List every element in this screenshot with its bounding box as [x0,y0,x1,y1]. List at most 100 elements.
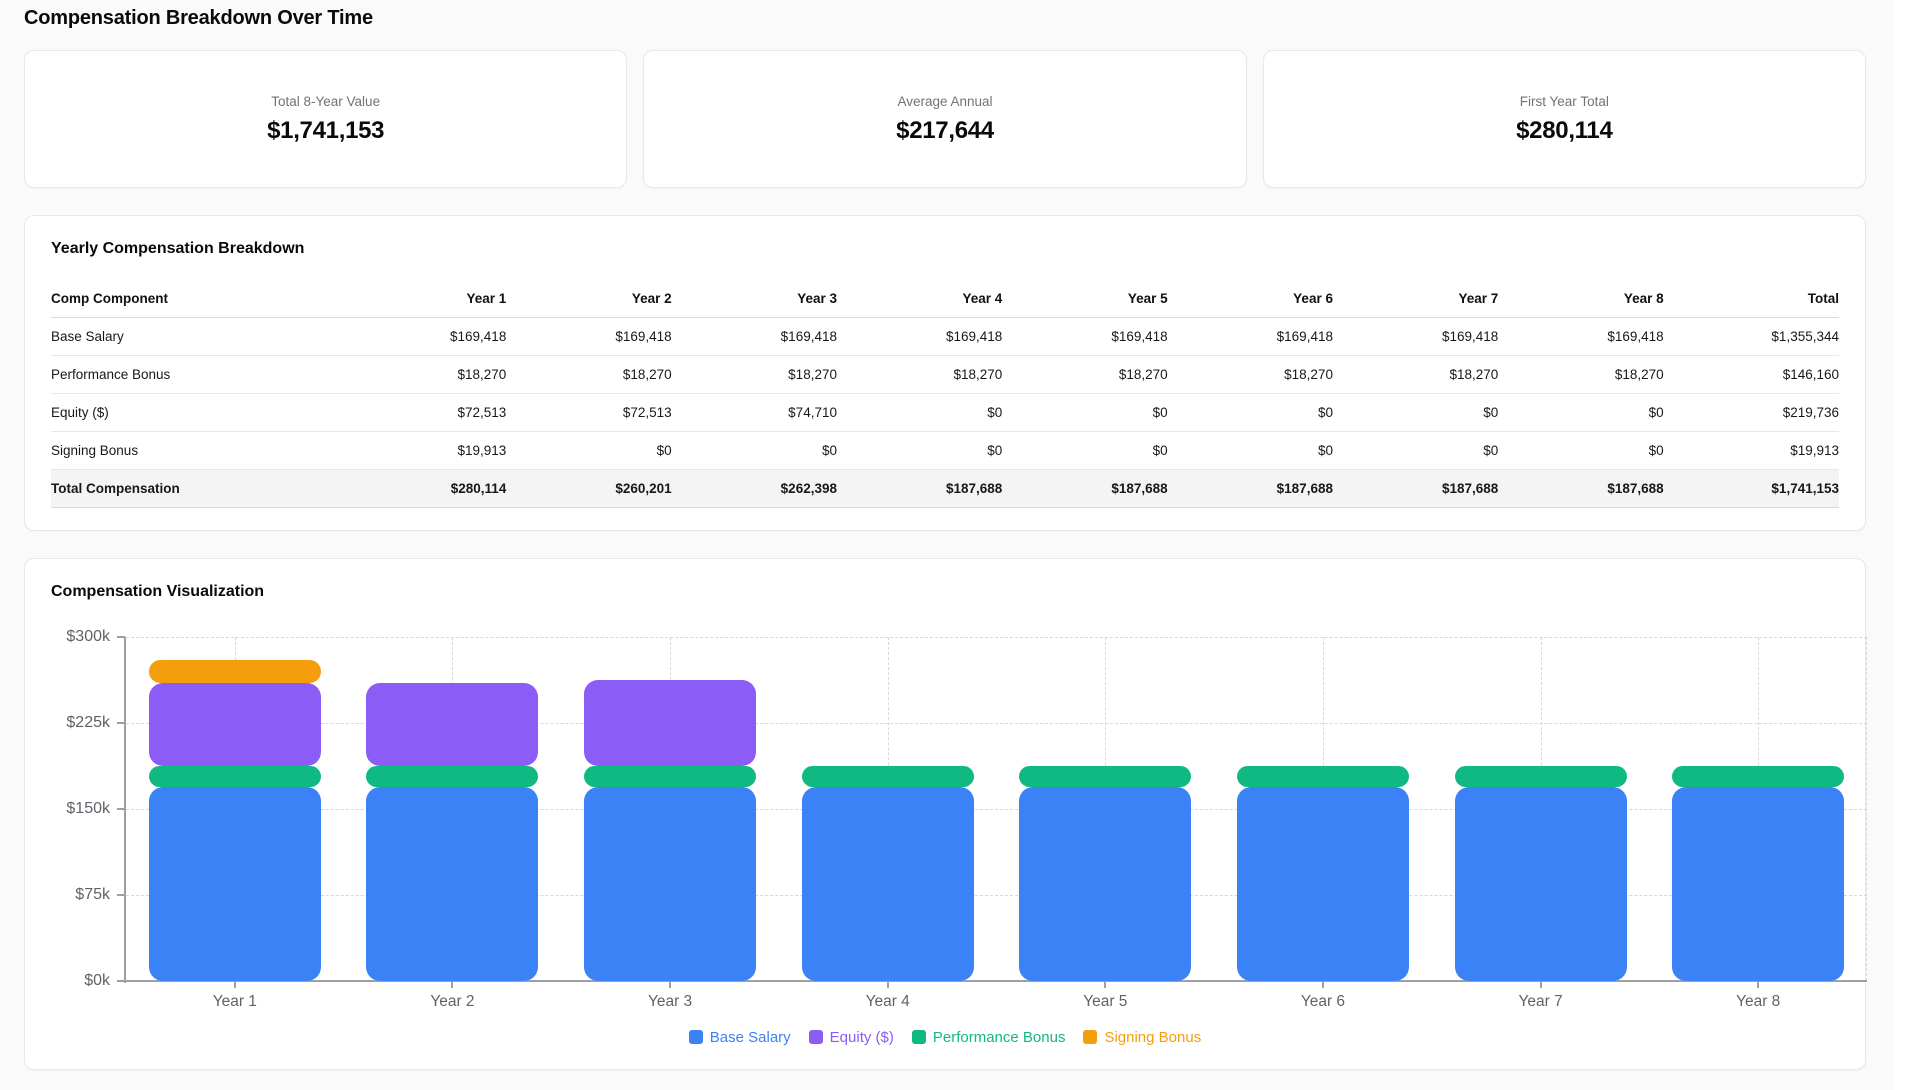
table-cell: $0 [847,394,1012,432]
bar-segment-performance-bonus [1237,766,1409,787]
summary-card-first-year: First Year Total $280,114 [1263,50,1866,188]
table-cell: $169,418 [1508,318,1673,356]
yearly-compensation-table: Comp ComponentYear 1Year 2Year 3Year 4Ye… [51,280,1839,508]
legend-swatch [1083,1030,1097,1044]
legend-label: Performance Bonus [933,1029,1066,1046]
bar-segment-base-salary [1019,787,1191,981]
x-tick-label: Year 2 [382,993,522,1011]
table-row: Equity ($)$72,513$72,513$74,710$0$0$0$0$… [51,394,1839,432]
x-tick-label: Year 3 [600,993,740,1011]
table-row: Signing Bonus$19,913$0$0$0$0$0$0$0$19,91… [51,432,1839,470]
bar-segment-base-salary [1672,787,1844,981]
table-cell: $0 [1012,432,1177,470]
table-header-cell: Total [1674,280,1839,318]
table-header-cell: Year 5 [1012,280,1177,318]
table-cell: $187,688 [1508,470,1673,508]
bar-segment-performance-bonus [802,766,974,787]
y-tick-label: $0k [38,972,110,990]
table-cell: $187,688 [1178,470,1343,508]
table-cell: $18,270 [351,356,516,394]
table-cell: $169,418 [351,318,516,356]
bar-segment-base-salary [1455,787,1627,981]
table-cell: $18,270 [1508,356,1673,394]
table-panel: Yearly Compensation Breakdown Comp Compo… [24,215,1866,531]
table-cell: $18,270 [682,356,847,394]
table-cell: $18,270 [1178,356,1343,394]
x-axis-tick [887,982,889,988]
x-axis-tick [1757,982,1759,988]
table-cell: $0 [1343,394,1508,432]
table-header-cell: Year 4 [847,280,1012,318]
table-cell: $19,913 [351,432,516,470]
bar-segment-performance-bonus [1672,766,1844,787]
bar-segment-performance-bonus [1455,766,1627,787]
summary-card-value: $1,741,153 [267,117,384,145]
row-label-cell: Performance Bonus [51,356,351,394]
table-cell: $0 [516,432,681,470]
table-cell: $0 [847,432,1012,470]
chart-legend: Base Salary Equity ($) Performance Bonus Si… [51,1027,1839,1047]
bar-segment-base-salary [366,787,538,981]
y-tick-label: $300k [38,628,110,646]
legend-item-performance-bonus[interactable]: Performance Bonus [912,1029,1066,1046]
table-cell: $0 [1178,432,1343,470]
summary-card-value: $217,644 [896,117,994,145]
table-cell: $0 [682,432,847,470]
legend-swatch [689,1030,703,1044]
x-axis-tick [234,982,236,988]
bar-segment-performance-bonus [1019,766,1191,787]
legend-item-base-salary[interactable]: Base Salary [689,1029,791,1046]
summary-card-label: Average Annual [897,94,992,109]
bar-segment-equity [366,683,538,766]
bar-segment-performance-bonus [584,766,756,787]
table-cell: $72,513 [516,394,681,432]
page: Compensation Breakdown Over Time Total 8… [0,0,1920,1070]
row-label-cell: Total Compensation [51,470,351,508]
y-tick-label: $150k [38,800,110,818]
table-total-row: Total Compensation$280,114$260,201$262,3… [51,470,1839,508]
x-tick-label: Year 4 [818,993,958,1011]
chart-plot: $0k$75k$150k$225k$300kYear 1Year 2Year 3… [126,637,1867,981]
table-cell: $0 [1178,394,1343,432]
table-cell: $169,418 [682,318,847,356]
x-axis-tick [451,982,453,988]
table-cell: $146,160 [1674,356,1839,394]
summary-card-average-annual: Average Annual $217,644 [643,50,1246,188]
bar-segment-base-salary [584,787,756,981]
legend-item-signing-bonus[interactable]: Signing Bonus [1083,1029,1201,1046]
x-axis-tick [1540,982,1542,988]
legend-item-equity[interactable]: Equity ($) [809,1029,894,1046]
table-row: Performance Bonus$18,270$18,270$18,270$1… [51,356,1839,394]
table-cell: $169,418 [847,318,1012,356]
legend-label: Base Salary [710,1029,791,1046]
x-axis-tick [1104,982,1106,988]
table-header-cell: Year 3 [682,280,847,318]
bar-segment-performance-bonus [149,766,321,787]
table-header-cell: Comp Component [51,280,351,318]
summary-card-total-8-year: Total 8-Year Value $1,741,153 [24,50,627,188]
table-cell: $0 [1508,432,1673,470]
row-label-cell: Signing Bonus [51,432,351,470]
table-header-row: Comp ComponentYear 1Year 2Year 3Year 4Ye… [51,280,1839,318]
bar-segment-equity [584,680,756,766]
bar-segment-base-salary [1237,787,1409,981]
table-cell: $72,513 [351,394,516,432]
x-tick-label: Year 6 [1253,993,1393,1011]
summary-card-label: Total 8-Year Value [271,94,380,109]
table-row: Base Salary$169,418$169,418$169,418$169,… [51,318,1839,356]
x-axis-tick [669,982,671,988]
y-tick-label: $225k [38,714,110,732]
table-cell: $1,741,153 [1674,470,1839,508]
table-header-cell: Year 2 [516,280,681,318]
table-cell: $18,270 [847,356,1012,394]
table-header-cell: Year 7 [1343,280,1508,318]
table-cell: $169,418 [1343,318,1508,356]
summary-card-label: First Year Total [1520,94,1609,109]
table-cell: $18,270 [1012,356,1177,394]
bar-segment-performance-bonus [366,766,538,787]
table-cell: $169,418 [1012,318,1177,356]
bar-segment-signing-bonus [149,660,321,683]
table-cell: $18,270 [1343,356,1508,394]
table-cell: $219,736 [1674,394,1839,432]
table-cell: $169,418 [1178,318,1343,356]
